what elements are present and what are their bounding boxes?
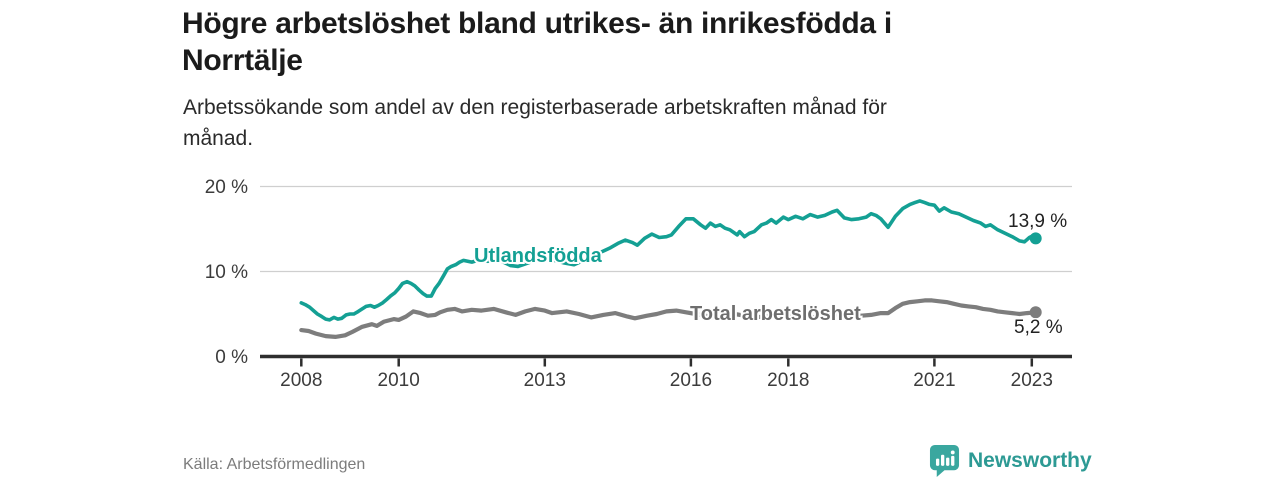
source-note: Källa: Arbetsförmedlingen bbox=[183, 456, 366, 473]
series-label-total-arbetsloshet: Total arbetslöshet bbox=[690, 303, 861, 325]
x-axis bbox=[260, 354, 1072, 367]
x-tick-label-2008: 2008 bbox=[280, 370, 322, 391]
newsworthy-bubble-chart-icon bbox=[929, 445, 960, 477]
y-tick-label-0: 0 % bbox=[215, 347, 248, 368]
x-tick-label-2013: 2013 bbox=[524, 370, 566, 391]
x-tick-label-2018: 2018 bbox=[767, 370, 809, 391]
axis-tick-labels: 2008 2010 2013 2016 2018 2021 2023 0 % 10 % 20 % bbox=[205, 177, 1053, 391]
chart-subtitle: Arbetssökande som andel av den registerb… bbox=[183, 92, 1063, 154]
newsworthy-logo: Newsworthy bbox=[929, 444, 1092, 478]
x-tick-label-2023: 2023 bbox=[1011, 370, 1053, 391]
y-tick-label-10: 10 % bbox=[205, 262, 248, 283]
series-line-utlandsfodda bbox=[299, 199, 1038, 322]
x-tick-label-2021: 2021 bbox=[913, 370, 955, 391]
title-line-1: Högre arbetslöshet bland utrikes- än inr… bbox=[182, 7, 892, 40]
end-value-label-utlandsfodda: 13,9 % bbox=[1008, 211, 1067, 232]
series-line-total bbox=[299, 298, 1038, 339]
x-tick-label-2016: 2016 bbox=[670, 370, 712, 391]
y-tick-label-20: 20 % bbox=[205, 177, 248, 198]
gridlines bbox=[260, 185, 1072, 273]
end-value-label-total: 5,2 % bbox=[1014, 317, 1063, 338]
title-line-2: Norrtälje bbox=[182, 44, 303, 77]
subtitle-line-2: månad. bbox=[183, 127, 254, 150]
series-end-dot-utlandsfodda bbox=[1029, 232, 1042, 245]
newsworthy-wordmark: Newsworthy bbox=[968, 449, 1092, 472]
x-tick-label-2010: 2010 bbox=[378, 370, 420, 391]
page-title: Högre arbetslöshet bland utrikes- än inr… bbox=[182, 5, 1102, 79]
series-lines bbox=[299, 199, 1042, 339]
series-label-utlandsfodda: Utlandsfödda bbox=[474, 245, 603, 267]
series-end-dot-total bbox=[1029, 306, 1042, 319]
subtitle-line-1: Arbetssökande som andel av den registerb… bbox=[183, 96, 887, 119]
